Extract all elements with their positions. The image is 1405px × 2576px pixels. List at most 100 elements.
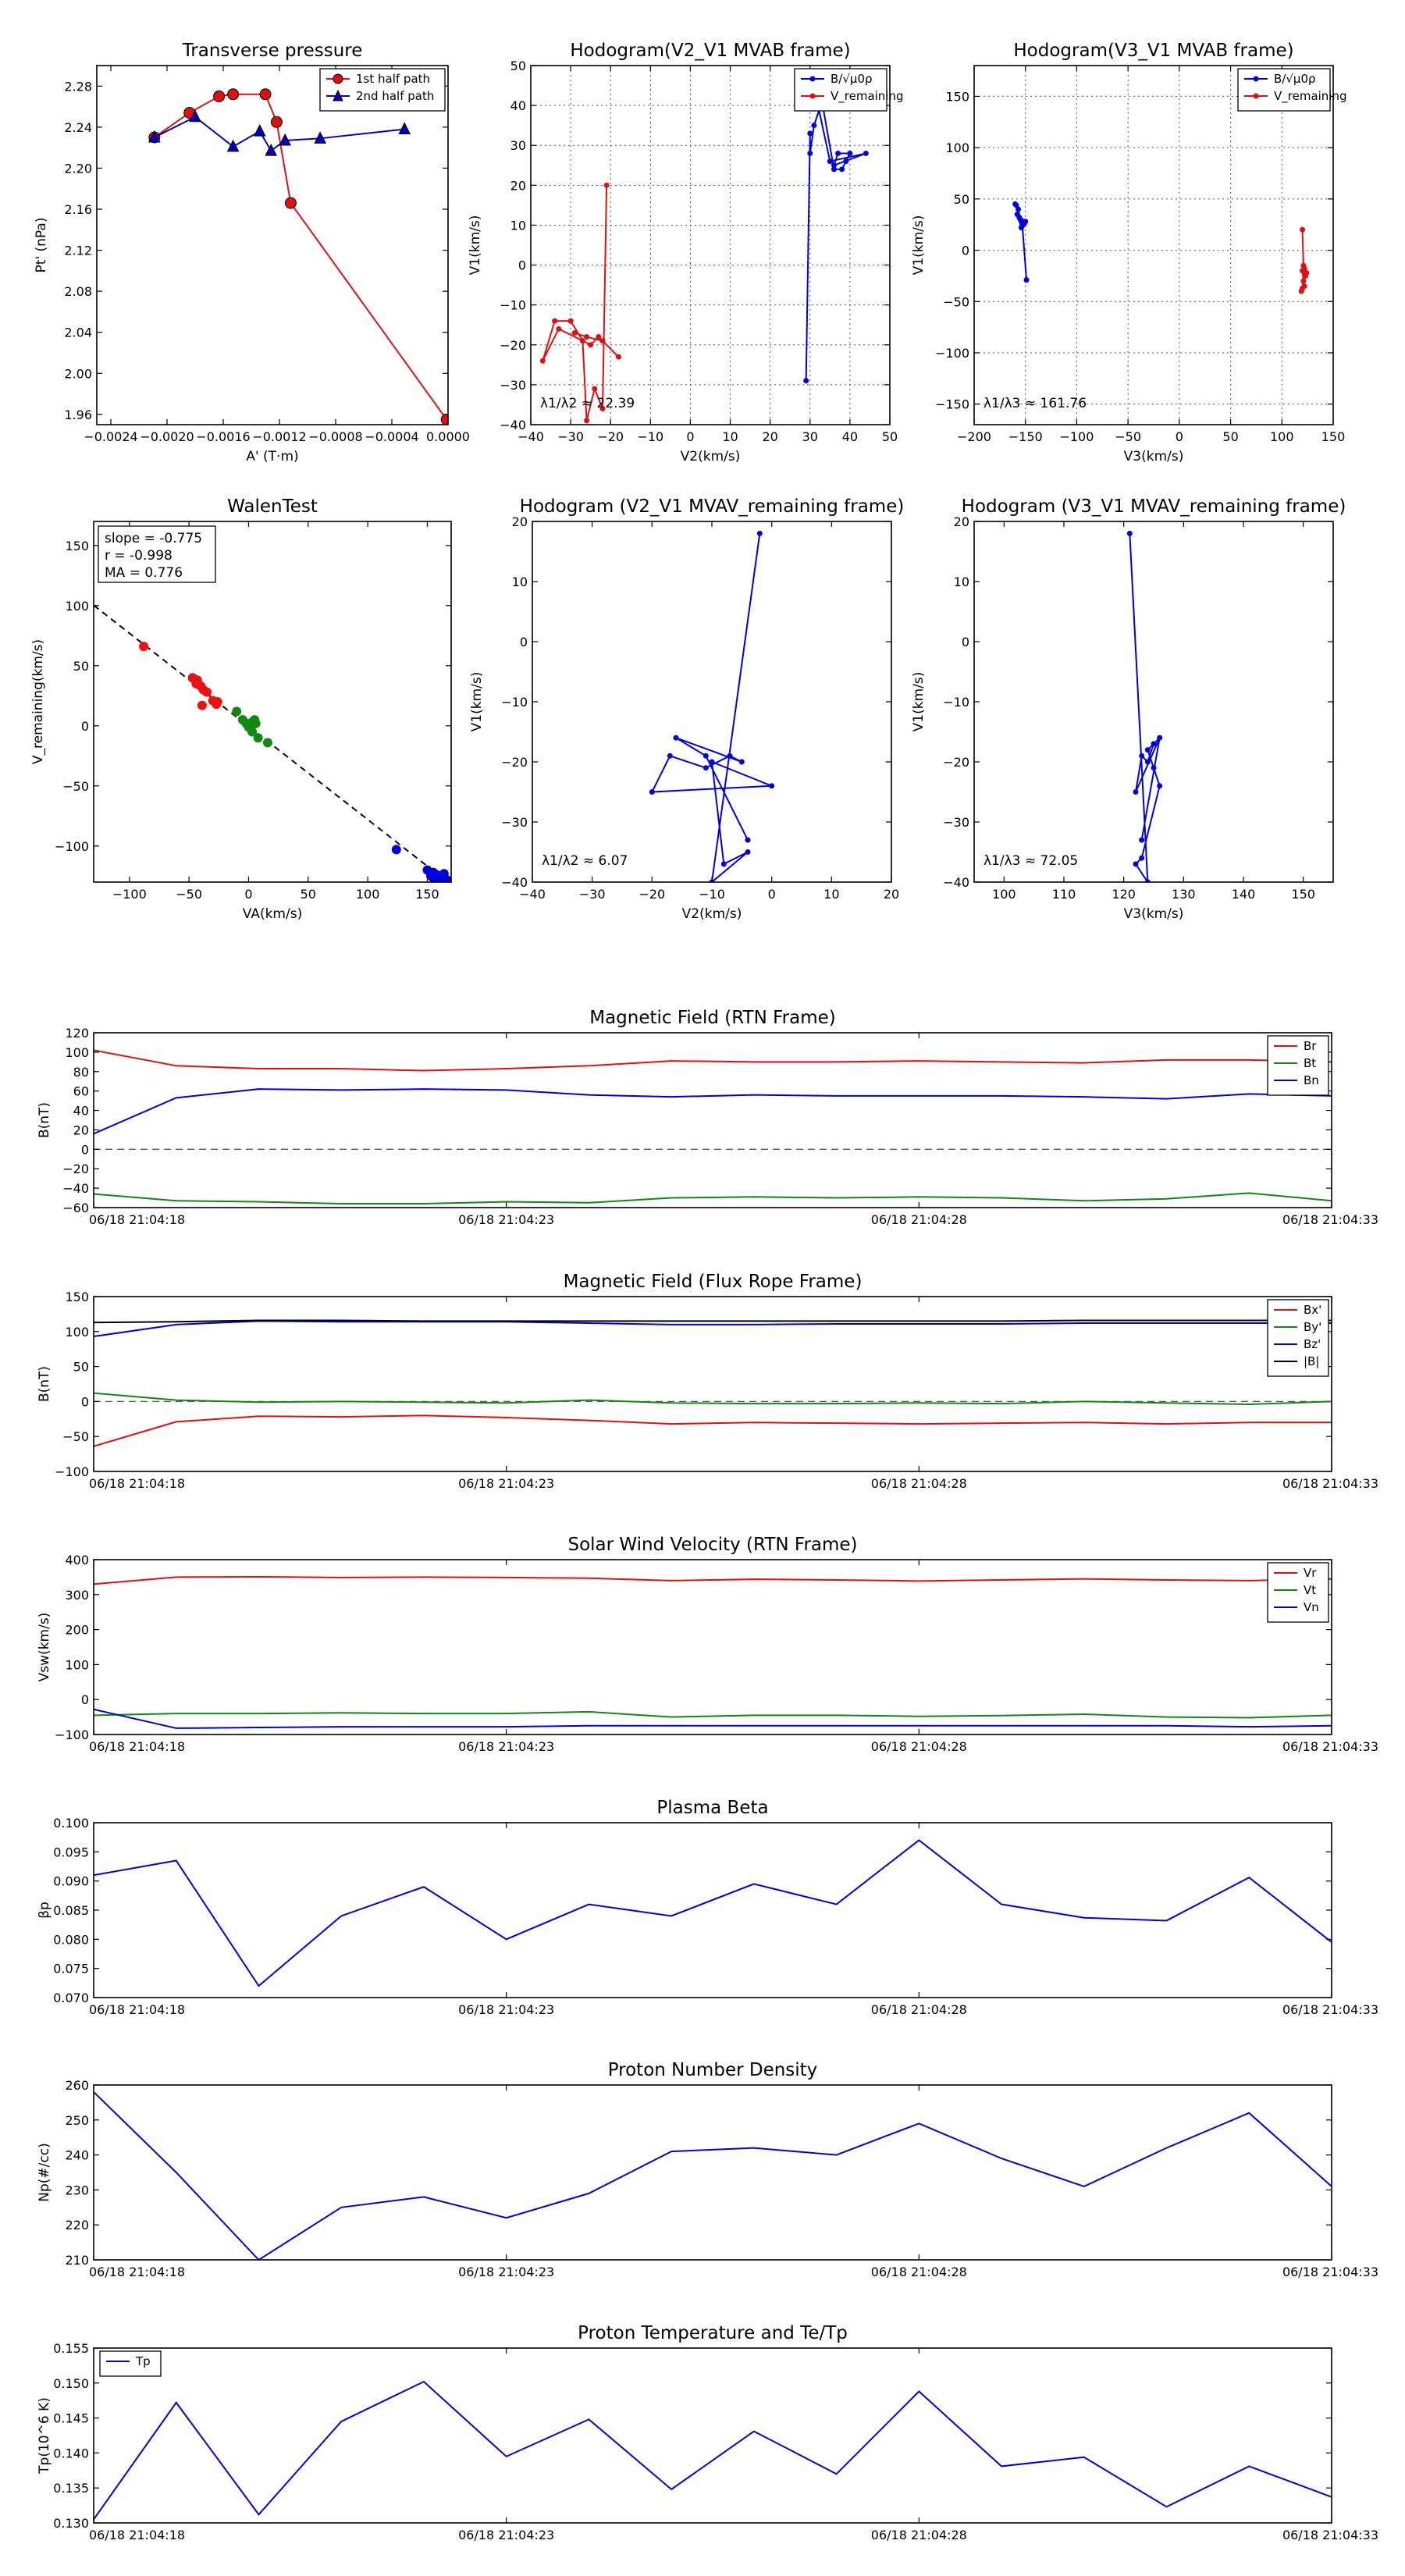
data-point [807, 130, 813, 137]
x-tick-label: 06/18 21:04:28 [871, 2002, 967, 2017]
y-tick-label: 0.100 [53, 1816, 89, 1831]
stats-line: MA = 0.776 [105, 565, 183, 581]
x-tick-label: 100 [1270, 429, 1294, 444]
x-axis-label: V3(km/s) [1124, 449, 1184, 464]
data-point [139, 642, 149, 652]
y-tick-label: 400 [65, 1553, 89, 1567]
data-point [284, 197, 297, 209]
y-axis-label: B(nT) [37, 1366, 52, 1402]
legend-label: Bx' [1304, 1303, 1321, 1317]
data-point [756, 530, 763, 536]
x-tick-label: 06/18 21:04:33 [1282, 1476, 1378, 1491]
data-point [709, 759, 715, 765]
data-point [831, 162, 837, 169]
y-tick-label: −100 [55, 839, 89, 854]
y-tick-label: −40 [500, 418, 526, 432]
plot-area [539, 98, 869, 424]
y-tick-label: −40 [943, 875, 969, 890]
data-point [847, 150, 853, 156]
data-point [440, 413, 448, 425]
x-tick-label: 110 [1052, 887, 1076, 902]
series-line-Np [94, 2091, 1332, 2260]
data-point [213, 90, 226, 102]
legend-label: V_remaining [1274, 89, 1347, 104]
plot-area [94, 2380, 1332, 2521]
plot-area [94, 1049, 1332, 1205]
y-tick-label: 0 [518, 258, 526, 273]
data-point [1013, 202, 1019, 208]
chart-title: Hodogram(V3_V1 MVAB frame) [1013, 41, 1293, 61]
data-point [843, 158, 849, 165]
x-tick-label: 06/18 21:04:33 [1282, 2002, 1378, 2017]
y-tick-label: −100 [935, 346, 969, 361]
y-tick-label: 20 [954, 514, 969, 529]
x-tick-label: 0 [1176, 429, 1183, 444]
x-tick-label: 10 [823, 887, 839, 902]
series-line-1st half path [154, 93, 448, 421]
x-axis-label: VA(km/s) [243, 906, 302, 922]
legend-label: B/√μ0ρ [1274, 72, 1316, 86]
y-tick-label: 150 [945, 89, 969, 104]
series-line-Vt [94, 1710, 1332, 1719]
data-point [251, 718, 261, 728]
y-tick-label: 210 [65, 2253, 89, 2268]
legend-label: Vr [1304, 1566, 1317, 1580]
chart-title: Proton Number Density [608, 2060, 818, 2080]
x-tick-label: −100 [112, 887, 147, 902]
data-point [592, 386, 598, 392]
data-point [649, 789, 655, 795]
x-tick-label: −40 [519, 887, 546, 902]
data-point [259, 88, 272, 101]
legend-label: Bn [1304, 1073, 1319, 1087]
data-point [1151, 765, 1157, 771]
x-tick-label: 06/18 21:04:23 [458, 2528, 554, 2542]
y-tick-label: −30 [943, 815, 969, 830]
plot-area [1126, 530, 1163, 882]
y-tick-label: 250 [65, 2113, 89, 2128]
x-tick-label: 06/18 21:04:18 [89, 1739, 185, 1754]
legend-box [1237, 68, 1331, 112]
y-tick-label: −30 [500, 378, 526, 393]
chart-hodo1: Hodogram(V2_V1 MVAB frame) −40 −30 −20 −10 0 1… [468, 41, 904, 464]
data-point [769, 783, 775, 789]
y-tick-label: −100 [55, 1464, 89, 1479]
series-line-Bx' [94, 1414, 1332, 1447]
plot-frame [93, 1296, 1332, 1472]
y-tick-label: 120 [65, 1026, 89, 1041]
y-tick-label: 20 [73, 1123, 89, 1137]
series-line-Vr [94, 1575, 1332, 1585]
y-axis-label: B(nT) [37, 1102, 52, 1138]
y-tick-label: 0 [81, 1142, 89, 1157]
data-point [314, 131, 327, 144]
data-point [1133, 861, 1139, 867]
plot-frame [973, 521, 1334, 883]
data-point [443, 876, 451, 882]
x-tick-label: −0.0008 [308, 429, 362, 444]
legend-label: V_remaining [831, 89, 904, 104]
chart-tp: Proton Temperature and Te/Tp 06/18 21:04:… [37, 2323, 1378, 2542]
chart-hodo3: Hodogram (V2_V1 MVAV_remaining frame) −40… [469, 496, 904, 922]
x-tick-label: 140 [1232, 887, 1256, 902]
data-point [227, 88, 240, 101]
chart-pt: Transverse pressure −0.0024 −0.0020 −0.0016… [34, 41, 470, 464]
y-tick-label: 60 [73, 1084, 89, 1099]
y-axis-label: Pt' (nPa) [34, 218, 49, 273]
data-point [615, 354, 621, 360]
y-tick-label: 0 [520, 635, 528, 649]
x-tick-label: 06/18 21:04:23 [458, 2265, 554, 2279]
data-point [667, 753, 673, 759]
y-tick-label: −20 [62, 1162, 89, 1176]
legend-marker [333, 73, 343, 84]
y-tick-label: 100 [945, 141, 969, 155]
series-line-V_remaining [1129, 533, 1161, 882]
series-line-2nd half path [154, 116, 405, 152]
data-point [1157, 735, 1163, 741]
y-tick-label: 0 [81, 719, 89, 734]
x-tick-label: 06/18 21:04:18 [89, 2002, 185, 2017]
x-tick-label: 06/18 21:04:18 [89, 2528, 185, 2542]
chart-title: WalenTest [227, 496, 318, 517]
legend-label: 1st half path [356, 72, 430, 86]
y-tick-label: 230 [65, 2183, 89, 2197]
legend-label: |B| [1304, 1354, 1319, 1368]
series-line-Bt [94, 1192, 1332, 1205]
